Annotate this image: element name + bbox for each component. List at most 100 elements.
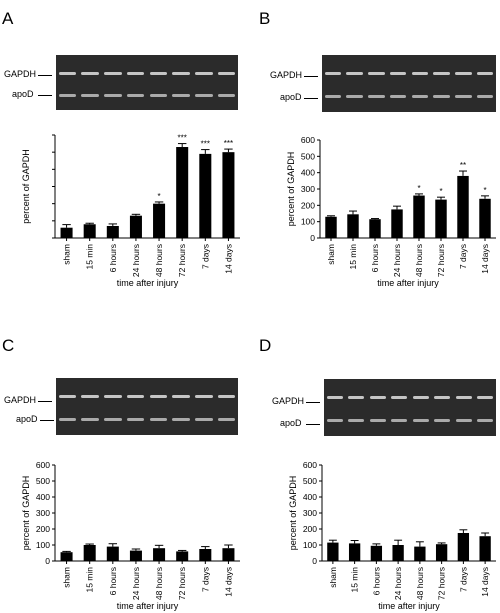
gapdh-band	[104, 71, 122, 75]
apod-band-marker	[304, 98, 318, 99]
apod-band	[477, 418, 494, 422]
panel-label: B	[259, 9, 271, 28]
y-tick-label: 600	[303, 460, 317, 470]
bar	[435, 544, 448, 561]
apod-band-marker	[40, 420, 54, 421]
gapdh-band	[346, 72, 363, 76]
apod-band	[217, 417, 236, 421]
bar	[348, 543, 361, 561]
bar	[327, 542, 339, 561]
y-tick-label: 400	[301, 168, 315, 178]
gapdh-band	[172, 71, 190, 75]
western-blot-image	[56, 378, 238, 435]
bar	[176, 551, 189, 561]
x-axis-label: time after injury	[377, 278, 439, 288]
y-tick-label: 400	[36, 492, 50, 502]
gapdh-band	[477, 396, 494, 400]
gapdh-band	[348, 396, 365, 400]
x-tick-label: sham	[328, 567, 338, 588]
bar	[414, 546, 426, 561]
gapdh-band	[217, 395, 236, 399]
gapdh-band	[368, 72, 385, 76]
panel-label: A	[2, 9, 14, 28]
gapdh-band	[324, 72, 342, 76]
significance-marker: **	[460, 161, 466, 170]
panel-a: A GAPDH apoD percent of GAPDH sham 15 min 6…	[0, 0, 250, 306]
y-tick-label: 500	[303, 476, 317, 486]
y-tick-label: 600	[36, 460, 50, 470]
y-tick-label: 500	[301, 151, 315, 161]
gapdh-band	[195, 71, 213, 75]
gapdh-band	[195, 395, 213, 399]
bar	[370, 545, 383, 561]
gapdh-band-label: GAPDH	[4, 69, 37, 79]
y-axis-label: percent of GAPDH	[288, 476, 298, 551]
gapdh-band	[411, 72, 429, 76]
bar	[106, 546, 119, 561]
significance-marker: *	[483, 186, 486, 195]
x-tick-label: 24 hours	[392, 244, 402, 277]
apod-band	[126, 417, 145, 421]
bar	[129, 215, 142, 238]
apod-band-label: apoD	[12, 89, 34, 99]
bar	[413, 195, 425, 238]
x-tick-label: 24 hours	[393, 567, 403, 600]
x-tick-label: 6 hours	[371, 567, 381, 595]
bar	[83, 224, 96, 238]
y-tick-label: 600	[301, 135, 315, 145]
apod-band-label: apoD	[280, 92, 302, 102]
y-tick-label: 200	[301, 200, 315, 210]
gapdh-band	[217, 71, 236, 75]
panel-label: C	[2, 336, 15, 355]
apod-band	[81, 93, 99, 97]
x-tick-label: 14 days	[480, 244, 490, 274]
gapdh-band	[58, 395, 76, 399]
y-tick-label: 300	[36, 508, 50, 518]
x-tick-label: 6 hours	[108, 244, 118, 272]
x-tick-label: 24 hours	[131, 567, 141, 600]
apod-band	[149, 93, 167, 97]
gapdh-band	[389, 72, 407, 76]
apod-band	[476, 94, 494, 98]
gapdh-band	[126, 395, 145, 399]
gapdh-band-label: GAPDH	[272, 396, 305, 406]
apod-band	[434, 418, 451, 422]
bar	[129, 550, 142, 561]
bar	[457, 533, 470, 561]
x-axis-label: time after injury	[117, 601, 179, 611]
y-tick-label: 300	[301, 184, 315, 194]
apod-band	[149, 417, 167, 421]
x-axis-label: time after injury	[117, 278, 179, 288]
y-tick-label: 0	[310, 233, 315, 243]
y-tick-label: 100	[36, 540, 50, 550]
significance-marker: ***	[224, 139, 233, 148]
gapdh-band	[58, 71, 76, 75]
bar	[83, 545, 96, 561]
apod-band	[455, 94, 472, 98]
y-tick-label: 400	[303, 492, 317, 502]
gapdh-band	[391, 396, 408, 400]
bar	[479, 198, 491, 238]
bar	[60, 227, 73, 238]
y-axis-label: percent of GAPDH	[21, 476, 31, 551]
y-tick-label: 500	[36, 476, 50, 486]
gapdh-band-label: GAPDH	[4, 395, 37, 405]
bar	[222, 548, 235, 561]
western-blot-image	[56, 55, 238, 110]
apod-band	[172, 417, 190, 421]
bar-chart: percent of GAPDH sham 15 min 6 hours 24 hour…	[21, 134, 240, 288]
x-tick-label: 7 days	[458, 244, 468, 269]
y-tick-label: 100	[303, 540, 317, 550]
x-tick-label: 14 days	[223, 567, 233, 597]
apod-band	[126, 93, 145, 97]
x-tick-label: sham	[62, 567, 72, 588]
x-tick-label: 7 days	[200, 244, 210, 269]
bar	[176, 147, 189, 238]
x-tick-label: 72 hours	[177, 567, 187, 600]
apod-band-marker	[38, 95, 52, 96]
apod-band	[58, 93, 76, 97]
bar	[222, 152, 235, 238]
gapdh-band	[412, 396, 429, 400]
apod-band	[324, 94, 342, 98]
bar	[325, 216, 337, 238]
